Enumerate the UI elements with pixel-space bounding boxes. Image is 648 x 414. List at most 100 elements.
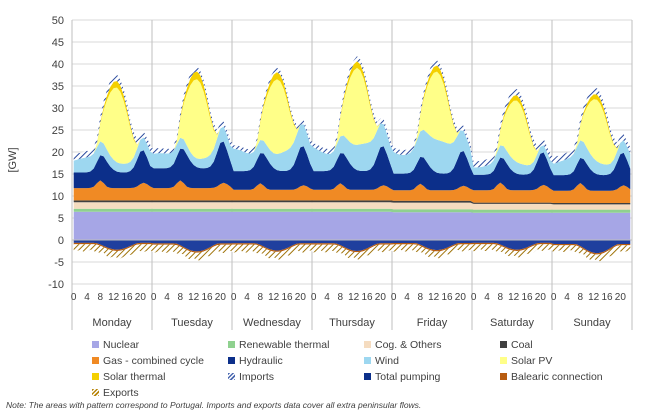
legend-swatch bbox=[364, 341, 371, 348]
x-hour-label: 0 bbox=[391, 292, 397, 303]
legend-label: Coal bbox=[511, 338, 533, 351]
legend-swatch bbox=[228, 373, 235, 380]
legend-swatch bbox=[500, 357, 507, 364]
x-hour-label: 8 bbox=[98, 292, 104, 303]
x-day-label: Sunday bbox=[573, 317, 611, 329]
y-tick-label: 0 bbox=[58, 235, 64, 247]
area-renewable-thermal bbox=[73, 208, 631, 213]
x-hour-label: 4 bbox=[564, 292, 570, 303]
x-hour-label: 12 bbox=[268, 292, 280, 303]
x-hour-label: 20 bbox=[295, 292, 307, 303]
x-hour-label: 4 bbox=[164, 292, 170, 303]
area-coal bbox=[73, 200, 631, 205]
legend-item: Balearic connection bbox=[500, 369, 630, 384]
x-hour-label: 20 bbox=[535, 292, 547, 303]
x-day-label: Friday bbox=[417, 317, 448, 329]
x-hour-label: 20 bbox=[375, 292, 387, 303]
legend-label: Wind bbox=[375, 354, 399, 367]
x-hour-label: 12 bbox=[348, 292, 360, 303]
legend-item: Cog. & Others bbox=[364, 337, 500, 352]
legend-label: Exports bbox=[103, 386, 139, 399]
x-hour-label: 12 bbox=[508, 292, 520, 303]
x-hour-label: 20 bbox=[615, 292, 627, 303]
y-tick-label: 45 bbox=[52, 37, 64, 49]
area-cog-others bbox=[73, 202, 631, 210]
area-solar-pv bbox=[73, 67, 631, 168]
y-tick-label: 20 bbox=[52, 147, 64, 159]
legend-item: Renewable thermal bbox=[228, 337, 364, 352]
legend-label: Hydraulic bbox=[239, 354, 283, 367]
y-tick-label: 30 bbox=[52, 103, 64, 115]
legend-label: Solar PV bbox=[511, 354, 553, 367]
x-hour-label: 16 bbox=[601, 292, 613, 303]
x-hour-label: 12 bbox=[588, 292, 600, 303]
area-nuclear bbox=[73, 211, 631, 240]
x-hour-label: 4 bbox=[404, 292, 410, 303]
x-hour-label: 8 bbox=[418, 292, 424, 303]
x-day-label: Tuesday bbox=[171, 317, 213, 329]
legend-label: Solar thermal bbox=[103, 370, 166, 383]
x-day-label: Wednesday bbox=[243, 317, 301, 329]
legend-label: Imports bbox=[239, 370, 275, 383]
x-hour-label: 8 bbox=[258, 292, 264, 303]
x-hour-label: 0 bbox=[71, 292, 77, 303]
stacked-areas bbox=[72, 56, 632, 262]
y-tick-label: 10 bbox=[52, 191, 64, 203]
y-tick-label: 50 bbox=[52, 15, 64, 27]
legend-swatch bbox=[364, 373, 371, 380]
area-exports bbox=[73, 244, 631, 262]
y-tick-label: -5 bbox=[54, 257, 64, 269]
x-hour-label: 12 bbox=[428, 292, 440, 303]
legend-item: Nuclear bbox=[92, 337, 228, 352]
legend-label: Gas - combined cycle bbox=[103, 354, 204, 367]
y-tick-label: -10 bbox=[48, 279, 64, 291]
area-gas-combined-cycle bbox=[73, 180, 631, 203]
footnote: Note: The areas with pattern correspond … bbox=[6, 400, 422, 410]
legend-swatch bbox=[92, 373, 99, 380]
x-hour-label: 8 bbox=[178, 292, 184, 303]
x-day-label: Saturday bbox=[490, 317, 535, 329]
y-tick-label: 25 bbox=[52, 125, 64, 137]
x-hour-label: 4 bbox=[324, 292, 330, 303]
x-hour-label: 0 bbox=[311, 292, 317, 303]
legend-item: Gas - combined cycle bbox=[92, 353, 228, 368]
legend-item: Hydraulic bbox=[228, 353, 364, 368]
legend-swatch bbox=[228, 341, 235, 348]
legend-item: Total pumping bbox=[364, 369, 500, 384]
legend-item: Solar PV bbox=[500, 353, 630, 368]
legend-swatch bbox=[92, 389, 99, 396]
x-hour-label: 0 bbox=[151, 292, 157, 303]
x-hour-label: 12 bbox=[188, 292, 200, 303]
x-hour-label: 8 bbox=[578, 292, 584, 303]
legend-label: Total pumping bbox=[375, 370, 441, 383]
x-day-label: Thursday bbox=[329, 317, 375, 329]
legend-label: Nuclear bbox=[103, 338, 140, 351]
legend-swatch bbox=[228, 357, 235, 364]
area-balearic-connection bbox=[73, 242, 631, 255]
y-tick-label: 35 bbox=[52, 81, 64, 93]
x-hour-label: 0 bbox=[231, 292, 237, 303]
x-hour-label: 4 bbox=[244, 292, 250, 303]
x-hour-label: 16 bbox=[121, 292, 133, 303]
y-tick-label: 15 bbox=[52, 169, 64, 181]
y-axis-label: [GW] bbox=[7, 147, 19, 172]
legend: Nuclear Renewable thermal Cog. & Others Coa… bbox=[92, 337, 632, 400]
x-hour-label: 8 bbox=[498, 292, 504, 303]
legend-swatch bbox=[500, 373, 507, 380]
x-hour-label: 16 bbox=[361, 292, 373, 303]
x-hour-label: 20 bbox=[215, 292, 227, 303]
x-day-label: Monday bbox=[92, 317, 132, 329]
legend-item: Solar thermal bbox=[92, 369, 228, 384]
x-hour-label: 16 bbox=[201, 292, 213, 303]
legend-item: Exports bbox=[92, 385, 228, 400]
legend-item: Coal bbox=[500, 337, 630, 352]
x-hour-label: 4 bbox=[84, 292, 90, 303]
legend-item: Imports bbox=[228, 369, 364, 384]
y-tick-label: 40 bbox=[52, 59, 64, 71]
x-hour-label: 0 bbox=[551, 292, 557, 303]
y-tick-label: 5 bbox=[58, 213, 64, 225]
area-hydraulic bbox=[73, 141, 631, 191]
legend-swatch bbox=[92, 357, 99, 364]
